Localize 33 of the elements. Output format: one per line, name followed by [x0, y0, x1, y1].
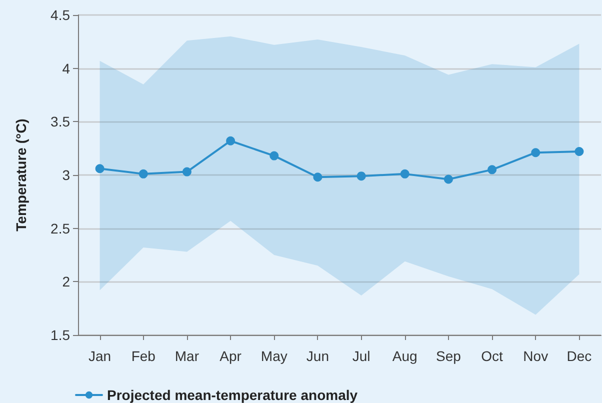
x-tick-label: Feb [131, 348, 156, 364]
x-tick-label: Aug [392, 348, 418, 364]
x-tick-label: Apr [220, 348, 242, 364]
y-tick-label: 1.5 [50, 327, 70, 343]
point [574, 147, 584, 156]
legend-label: Projected mean-temperature anomaly [107, 387, 358, 403]
point [95, 164, 104, 174]
y-axis-title: Temperature (°C) [13, 118, 29, 232]
point [226, 136, 236, 146]
point [488, 165, 497, 174]
point [531, 148, 540, 158]
x-tick-label: Jan [88, 348, 112, 364]
point [444, 174, 453, 184]
y-tick-label: 4.5 [50, 7, 70, 23]
y-tick-label: 3 [62, 167, 70, 183]
x-tick-label: May [260, 348, 288, 364]
x-tick-label: Jun [306, 348, 329, 364]
point [356, 172, 366, 181]
point [138, 169, 148, 178]
y-tick-label: 2.5 [50, 220, 70, 236]
point [182, 167, 192, 176]
point [313, 172, 322, 182]
point [400, 169, 410, 178]
x-tick-label: Mar [174, 348, 200, 364]
y-tick-label: 2 [62, 274, 70, 290]
point [270, 151, 279, 160]
y-tick-label: 4 [62, 60, 70, 76]
x-tick-label: Sep [436, 348, 462, 364]
x-tick-label: Nov [523, 348, 548, 364]
y-tick-label: 3.5 [50, 114, 70, 130]
x-tick-label: Jul [352, 348, 370, 364]
x-tick-label: Oct [481, 348, 504, 364]
x-tick-label: Dec [566, 348, 592, 364]
